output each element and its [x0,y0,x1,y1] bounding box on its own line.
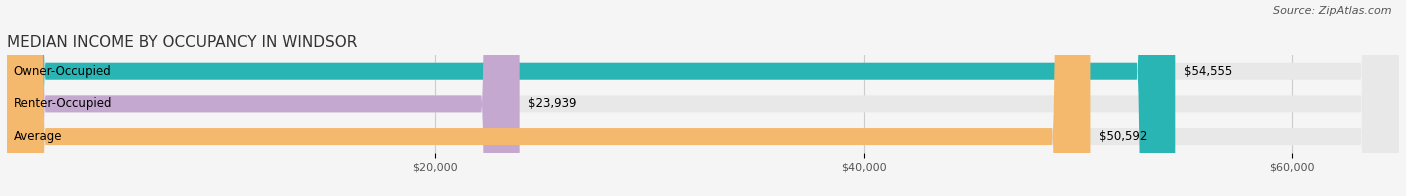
Text: Owner-Occupied: Owner-Occupied [14,65,111,78]
Text: Average: Average [14,130,62,143]
Text: MEDIAN INCOME BY OCCUPANCY IN WINDSOR: MEDIAN INCOME BY OCCUPANCY IN WINDSOR [7,34,357,50]
FancyBboxPatch shape [7,0,1399,196]
Text: $54,555: $54,555 [1184,65,1232,78]
FancyBboxPatch shape [7,0,1175,196]
FancyBboxPatch shape [7,0,520,196]
FancyBboxPatch shape [7,0,1091,196]
Text: Renter-Occupied: Renter-Occupied [14,97,112,110]
Text: $23,939: $23,939 [529,97,576,110]
Text: Source: ZipAtlas.com: Source: ZipAtlas.com [1274,6,1392,16]
FancyBboxPatch shape [7,0,1399,196]
Text: $50,592: $50,592 [1099,130,1147,143]
FancyBboxPatch shape [7,0,1399,196]
